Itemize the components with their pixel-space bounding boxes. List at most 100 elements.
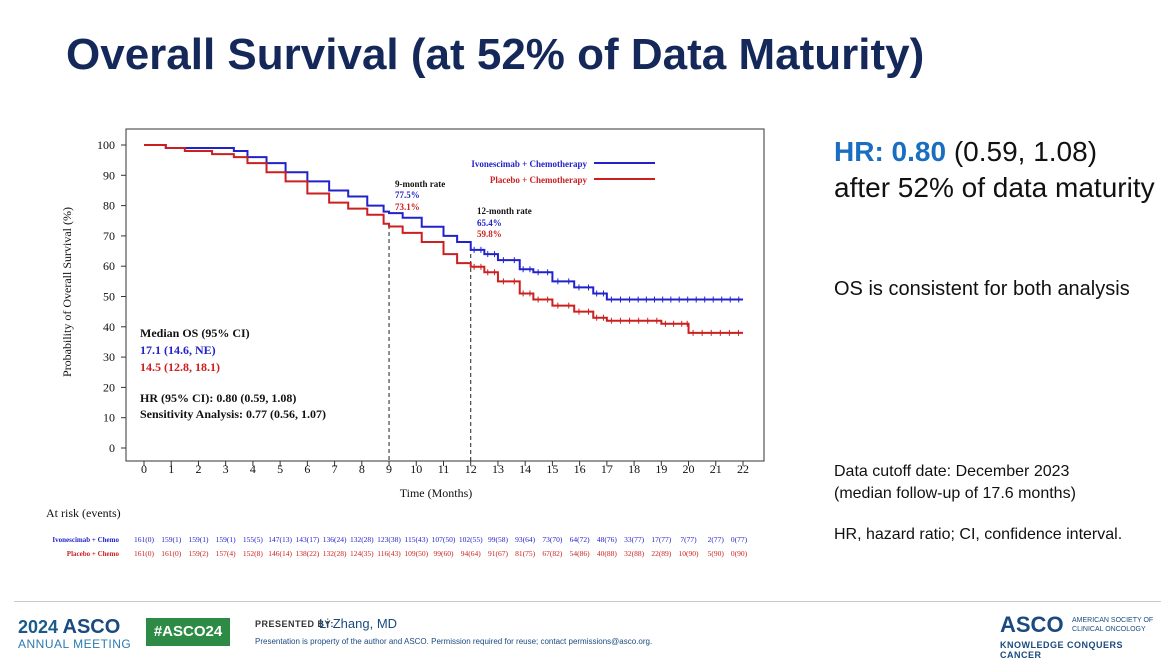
legend: Ivonescimab + Chemotherapy Placebo + Chem… xyxy=(471,159,655,185)
nine-month-blue-value: 77.5% xyxy=(395,190,420,200)
at-risk-value: 40(88) xyxy=(597,549,617,558)
x-tick-label: 4 xyxy=(250,462,256,476)
footer-divider xyxy=(14,601,1161,602)
at-risk-value: 159(1) xyxy=(161,535,181,544)
at-risk-value: 123(38) xyxy=(377,535,401,544)
y-tick-label: 90 xyxy=(103,168,115,182)
hazard-ratio-summary: HR: 0.80 (0.59, 1.08) after 52% of data … xyxy=(834,134,1164,206)
at-risk-value: 132(28) xyxy=(350,535,374,544)
at-risk-value: 102(55) xyxy=(459,535,483,544)
at-risk-value: 161(0) xyxy=(134,549,154,558)
x-tick-label: 1 xyxy=(168,462,174,476)
at-risk-value: 7(77) xyxy=(680,535,697,544)
at-risk-value: 115(43) xyxy=(405,535,429,544)
at-risk-value: 93(64) xyxy=(515,535,535,544)
abbreviations-note: HR, hazard ratio; CI, confidence interva… xyxy=(834,526,1123,543)
x-tick-label: 6 xyxy=(304,462,310,476)
at-risk-value: 0(90) xyxy=(731,549,748,558)
twelve-month-red-value: 59.8% xyxy=(477,229,502,239)
y-tick-label: 80 xyxy=(103,199,115,213)
presenter-name: Li Zhang, MD xyxy=(319,616,398,631)
at-risk-value: 124(35) xyxy=(350,549,374,558)
sensitivity-annotation: Sensitivity Analysis: 0.77 (0.56, 1.07) xyxy=(140,407,326,421)
at-risk-value: 99(58) xyxy=(488,535,508,544)
brand-name: ASCO xyxy=(1000,612,1064,637)
x-tick-label: 11 xyxy=(438,462,450,476)
at-risk-value: 161(0) xyxy=(161,549,181,558)
cutoff-line2: (median follow-up of 17.6 months) xyxy=(834,485,1076,502)
meeting-year: 2024 xyxy=(18,617,59,637)
placebo-curve xyxy=(144,144,743,334)
meeting-name: ANNUAL MEETING xyxy=(18,637,132,651)
at-risk-value: 0(77) xyxy=(731,535,748,544)
y-tick-label: 50 xyxy=(103,290,115,304)
x-tick-label: 7 xyxy=(332,462,338,476)
x-tick-label: 20 xyxy=(683,462,695,476)
x-tick-label: 0 xyxy=(141,462,147,476)
x-tick-label: 13 xyxy=(492,462,504,476)
slide-title: Overall Survival (at 52% of Data Maturit… xyxy=(66,30,925,79)
twelve-month-blue-value: 65.4% xyxy=(477,218,502,228)
nine-month-red-value: 73.1% xyxy=(395,202,420,212)
at-risk-value: 73(70) xyxy=(542,535,562,544)
at-risk-value: 81(75) xyxy=(515,549,535,558)
meeting-logo: 2024 ASCO ANNUAL MEETING xyxy=(18,616,131,651)
at-risk-value: 48(76) xyxy=(597,535,617,544)
hr-label: HR: xyxy=(834,136,884,167)
society-line2: CLINICAL ONCOLOGY xyxy=(1072,626,1146,633)
median-os-blue: 17.1 (14.6, NE) xyxy=(140,343,216,357)
rate-marker-lines xyxy=(388,225,472,461)
legend-label: Ivonescimab + Chemotherapy xyxy=(471,159,587,169)
at-risk-table: At risk (events) Ivonescimab + Chemo 161(0… xyxy=(46,506,748,558)
presented-by-label: PRESENTED BY: xyxy=(255,619,334,629)
legend-label: Placebo + Chemotherapy xyxy=(490,175,588,185)
at-risk-value: 132(28) xyxy=(323,549,347,558)
society-line1: AMERICAN SOCIETY OF xyxy=(1072,617,1154,624)
y-tick-label: 0 xyxy=(109,441,115,455)
data-cutoff-note: Data cutoff date: December 2023 (median … xyxy=(834,461,1164,505)
at-risk-value: 2(77) xyxy=(708,535,725,544)
at-risk-value: 136(24) xyxy=(323,535,347,544)
series-layer xyxy=(144,144,743,336)
x-tick-label: 15 xyxy=(546,462,558,476)
at-risk-value: 159(1) xyxy=(188,535,208,544)
twelve-month-label: 12-month rate xyxy=(477,206,532,216)
y-tick-label: 100 xyxy=(97,138,115,152)
hr-annotation: HR (95% CI): 0.80 (0.59, 1.08) xyxy=(140,391,296,405)
at-risk-value: 107(50) xyxy=(432,535,456,544)
at-risk-value: 54(86) xyxy=(570,549,590,558)
x-axis-label: Time (Months) xyxy=(400,486,473,500)
at-risk-value: 22(89) xyxy=(651,549,671,558)
plot-frame xyxy=(125,128,765,462)
at-risk-value: 99(60) xyxy=(434,549,454,558)
at-risk-value: 159(1) xyxy=(216,535,236,544)
x-tick-label: 17 xyxy=(601,462,613,476)
at-risk-value: 17(77) xyxy=(651,535,671,544)
at-risk-value: 67(82) xyxy=(542,549,562,558)
at-risk-value: 152(8) xyxy=(243,549,263,558)
y-axis-label: Probability of Overall Survival (%) xyxy=(60,207,74,377)
y-tick-label: 60 xyxy=(103,259,115,273)
x-tick-label: 9 xyxy=(386,462,392,476)
hr-value: 0.80 xyxy=(891,136,947,167)
at-risk-value: 10(90) xyxy=(679,549,699,558)
x-tick-label: 19 xyxy=(655,462,667,476)
y-tick-label: 40 xyxy=(103,320,115,334)
hashtag-badge: #ASCO24 xyxy=(146,618,230,646)
at-risk-row-label: Placebo + Chemo xyxy=(67,550,120,558)
at-risk-value: 138(22) xyxy=(295,549,319,558)
x-tick-label: 8 xyxy=(359,462,365,476)
x-tick-label: 3 xyxy=(223,462,229,476)
hr-ci: (0.59, 1.08) xyxy=(946,136,1098,167)
permission-note: Presentation is property of the author a… xyxy=(255,637,653,646)
x-tick-label: 18 xyxy=(628,462,640,476)
meeting-asco: ASCO xyxy=(62,616,121,638)
median-os-red: 14.5 (12.8, 18.1) xyxy=(140,360,220,374)
y-tick-label: 20 xyxy=(103,380,115,394)
society-name: AMERICAN SOCIETY OF CLINICAL ONCOLOGY xyxy=(1072,616,1153,634)
x-tick-label: 10 xyxy=(410,462,422,476)
asco-brand-logo: ASCO AMERICAN SOCIETY OF CLINICAL ONCOLO… xyxy=(1000,612,1160,660)
